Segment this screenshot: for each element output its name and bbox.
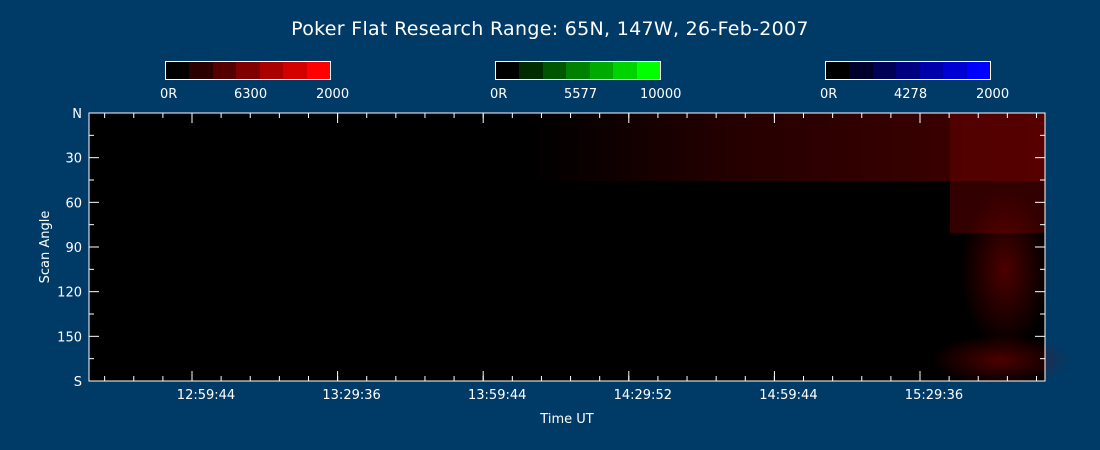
aurora-emission-band-north (530, 113, 1045, 181)
green-colorbar-segment (566, 62, 590, 79)
blue-colorbar-wavelength-label: 4278 (894, 87, 928, 102)
green-colorbar (495, 61, 661, 80)
green-colorbar-segment (519, 62, 543, 79)
chart-title: Poker Flat Research Range: 65N, 147W, 26… (291, 18, 809, 40)
green-colorbar-min-label: 0R (490, 87, 508, 102)
blue-colorbar (825, 61, 991, 80)
red-colorbar-min-label: 0R (160, 87, 178, 102)
x-tick-label: 15:29:36 (905, 388, 963, 403)
red-colorbar-segment (283, 62, 307, 79)
green-colorbar-segment (613, 62, 637, 79)
aurora-emission-patch-south (930, 335, 1070, 385)
x-tick-label: 13:59:44 (468, 388, 526, 403)
y-tick-label: 30 (65, 152, 82, 167)
red-colorbar-segment (189, 62, 213, 79)
x-tick-label: 14:59:44 (759, 388, 817, 403)
blue-colorbar-segment (943, 62, 967, 79)
y-tick-label: 90 (65, 241, 82, 256)
y-tick-label: S (74, 375, 82, 390)
green-colorbar-max-label: 10000 (640, 87, 682, 102)
blue-colorbar-segment (896, 62, 920, 79)
blue-colorbar-min-label: 0R (820, 87, 838, 102)
red-colorbar-segment (236, 62, 260, 79)
green-colorbar-segment (542, 62, 567, 79)
red-colorbar-segment (166, 62, 190, 79)
y-tick-label: N (72, 107, 82, 122)
x-axis-label: Time UT (539, 412, 593, 427)
x-tick-label: 14:29:52 (614, 388, 672, 403)
y-tick-label: 60 (65, 196, 82, 211)
y-tick-label: 150 (57, 330, 82, 345)
aurora-emission-patch-east (960, 190, 1050, 350)
green-colorbar-segment (496, 62, 520, 79)
x-tick-label: 12:59:44 (177, 388, 235, 403)
y-axis-label: Scan Angle (38, 211, 53, 284)
red-colorbar-wavelength-label: 6300 (234, 87, 268, 102)
red-colorbar-segment (259, 62, 284, 79)
green-colorbar-wavelength-label: 5577 (564, 87, 598, 102)
red-colorbar-segment (212, 62, 237, 79)
blue-colorbar-segment (826, 62, 850, 79)
x-tick-label: 13:29:36 (322, 388, 380, 403)
red-colorbar-segment (306, 62, 330, 79)
green-colorbar-segment (589, 62, 614, 79)
blue-colorbar-segment (966, 62, 990, 79)
blue-colorbar-max-label: 2000 (976, 87, 1010, 102)
blue-colorbar-segment (849, 62, 873, 79)
red-colorbar (165, 61, 331, 80)
red-colorbar-max-label: 2000 (316, 87, 350, 102)
blue-colorbar-segment (919, 62, 944, 79)
plot-frame: N 30 60 90 120 150 S 12:59:44 13:29:36 13:59:44 14… (57, 107, 1046, 403)
green-colorbar-segment (636, 62, 660, 79)
y-tick-label: 120 (57, 286, 82, 301)
blue-colorbar-segment (872, 62, 897, 79)
